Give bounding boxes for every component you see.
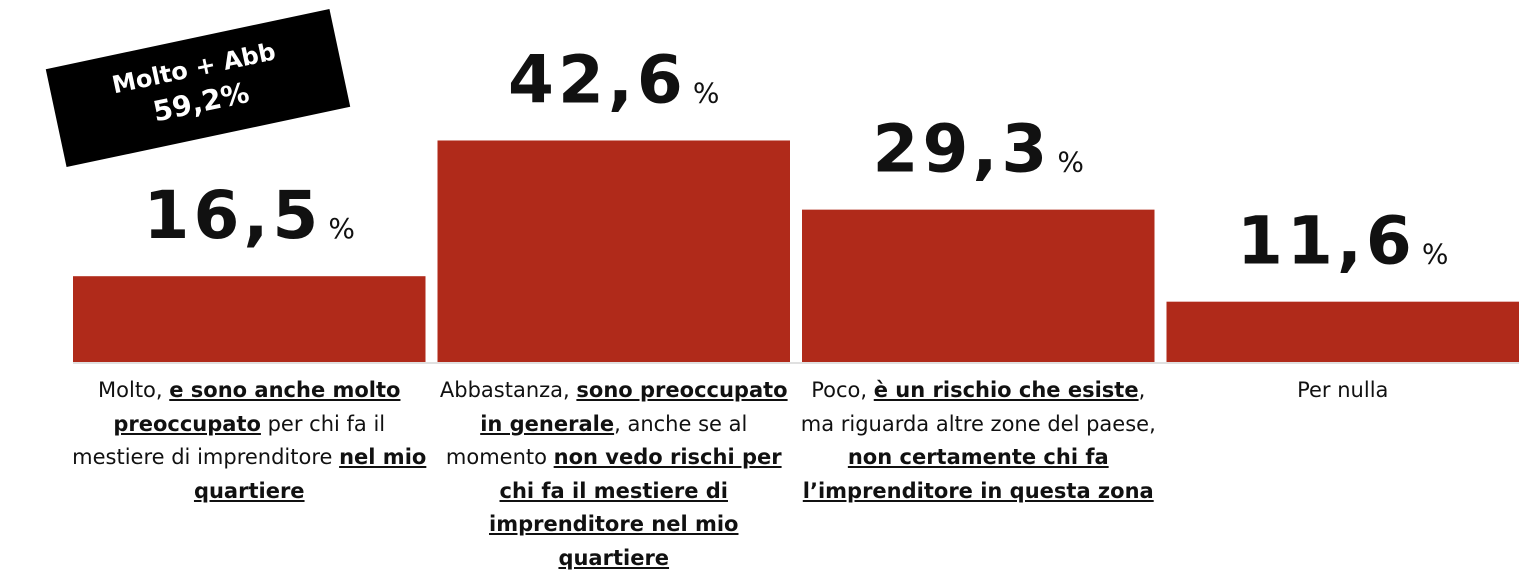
category-text: Per nulla — [1161, 374, 1526, 408]
value-suffix: % — [328, 212, 355, 245]
value-number: 11,6 — [1237, 203, 1416, 280]
category-text: Molto, e sono anche molto preoccupato pe… — [67, 374, 432, 508]
bar — [802, 209, 1155, 362]
annotation-badge: Molto + Abb 59,2% — [45, 8, 351, 168]
category-segment: per chi fa il mestiere di imprenditore — [72, 411, 386, 470]
category-label: Poco, è un rischio che esiste, ma riguar… — [796, 374, 1161, 508]
value-number: 29,3 — [873, 111, 1052, 188]
value-label: 11,6% — [1237, 203, 1448, 280]
category-emphasis: non vedo rischi per chi fa il mestiere d… — [489, 445, 782, 570]
bar — [1166, 301, 1519, 362]
bar — [73, 276, 426, 362]
category-emphasis: sono preoccupato in generale — [480, 378, 788, 436]
category-label: Abbastanza, sono preoccupato in generale… — [432, 374, 797, 575]
category-label: Molto, e sono anche molto preoccupato pe… — [67, 374, 432, 508]
category-segment: Molto, — [98, 378, 170, 402]
category-segment: Poco, — [811, 378, 874, 402]
category-emphasis: non certamente chi fa l’imprenditore in … — [802, 445, 1154, 503]
category-label: Per nulla — [1161, 374, 1526, 408]
value-suffix: % — [693, 76, 720, 109]
bar — [437, 140, 790, 362]
value-suffix: % — [1057, 146, 1084, 179]
category-text: Poco, è un rischio che esiste, ma riguar… — [796, 374, 1161, 508]
value-suffix: % — [1422, 238, 1449, 271]
badge-box — [45, 8, 351, 168]
value-label: 42,6% — [508, 41, 719, 118]
category-segment: , anche se al momento — [445, 411, 748, 470]
value-label: 29,3% — [873, 111, 1084, 188]
category-emphasis: è un rischio che esiste — [873, 378, 1139, 402]
category-segment: Per nulla — [1297, 378, 1389, 402]
category-emphasis: nel mio quartiere — [193, 445, 427, 503]
category-segment: , ma riguarda altre zone del paese, — [800, 378, 1156, 436]
value-number: 16,5 — [144, 177, 323, 254]
value-number: 42,6 — [508, 41, 687, 118]
category-emphasis: e sono anche molto preoccupato — [113, 378, 401, 436]
category-text: Abbastanza, sono preoccupato in generale… — [432, 374, 797, 575]
value-label: 16,5% — [144, 177, 355, 254]
category-segment: Abbastanza, — [439, 378, 577, 402]
